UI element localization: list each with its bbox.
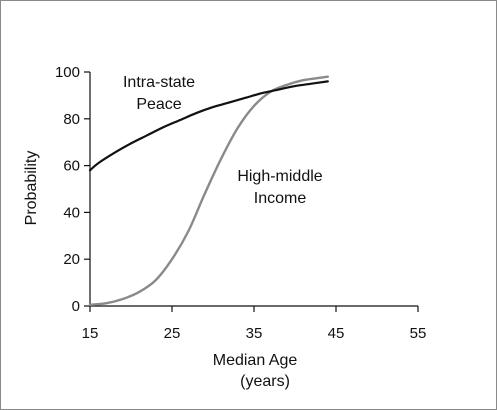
y-ticks: 0 20 40 60 80 100 [55, 64, 90, 315]
series-labels: Intra-state Peace High-middle Income [123, 74, 323, 207]
x-tick-label: 25 [164, 325, 181, 342]
series-lines [88, 75, 329, 307]
y-tick-label: 80 [63, 111, 80, 128]
y-tick-label: 20 [63, 251, 80, 268]
intra-state-peace-line [88, 80, 329, 172]
x-tick-label: 55 [410, 325, 427, 342]
y-tick-label: 60 [63, 158, 80, 175]
y-tick-label: 100 [55, 64, 80, 81]
series-label-intra-state-line-1: Intra-state [123, 74, 195, 91]
y-tick-label: 40 [63, 204, 80, 221]
x-tick-label: 45 [328, 325, 345, 342]
x-axis-unit: (years) [240, 373, 290, 390]
high-middle-income-line [88, 75, 329, 307]
x-tick-label: 15 [82, 325, 99, 342]
series-label-high-middle-line-1: High-middle [237, 168, 322, 185]
y-axis-title: Probability [23, 151, 40, 226]
series-label-intra-state-line-2: Peace [136, 96, 181, 113]
series-label-high-middle-line-2: Income [254, 190, 307, 207]
y-tick-label: 0 [72, 298, 80, 315]
x-tick-label: 35 [246, 325, 263, 342]
x-ticks: 15 25 35 45 55 [82, 306, 427, 342]
x-axis-title: Median Age [213, 352, 298, 369]
